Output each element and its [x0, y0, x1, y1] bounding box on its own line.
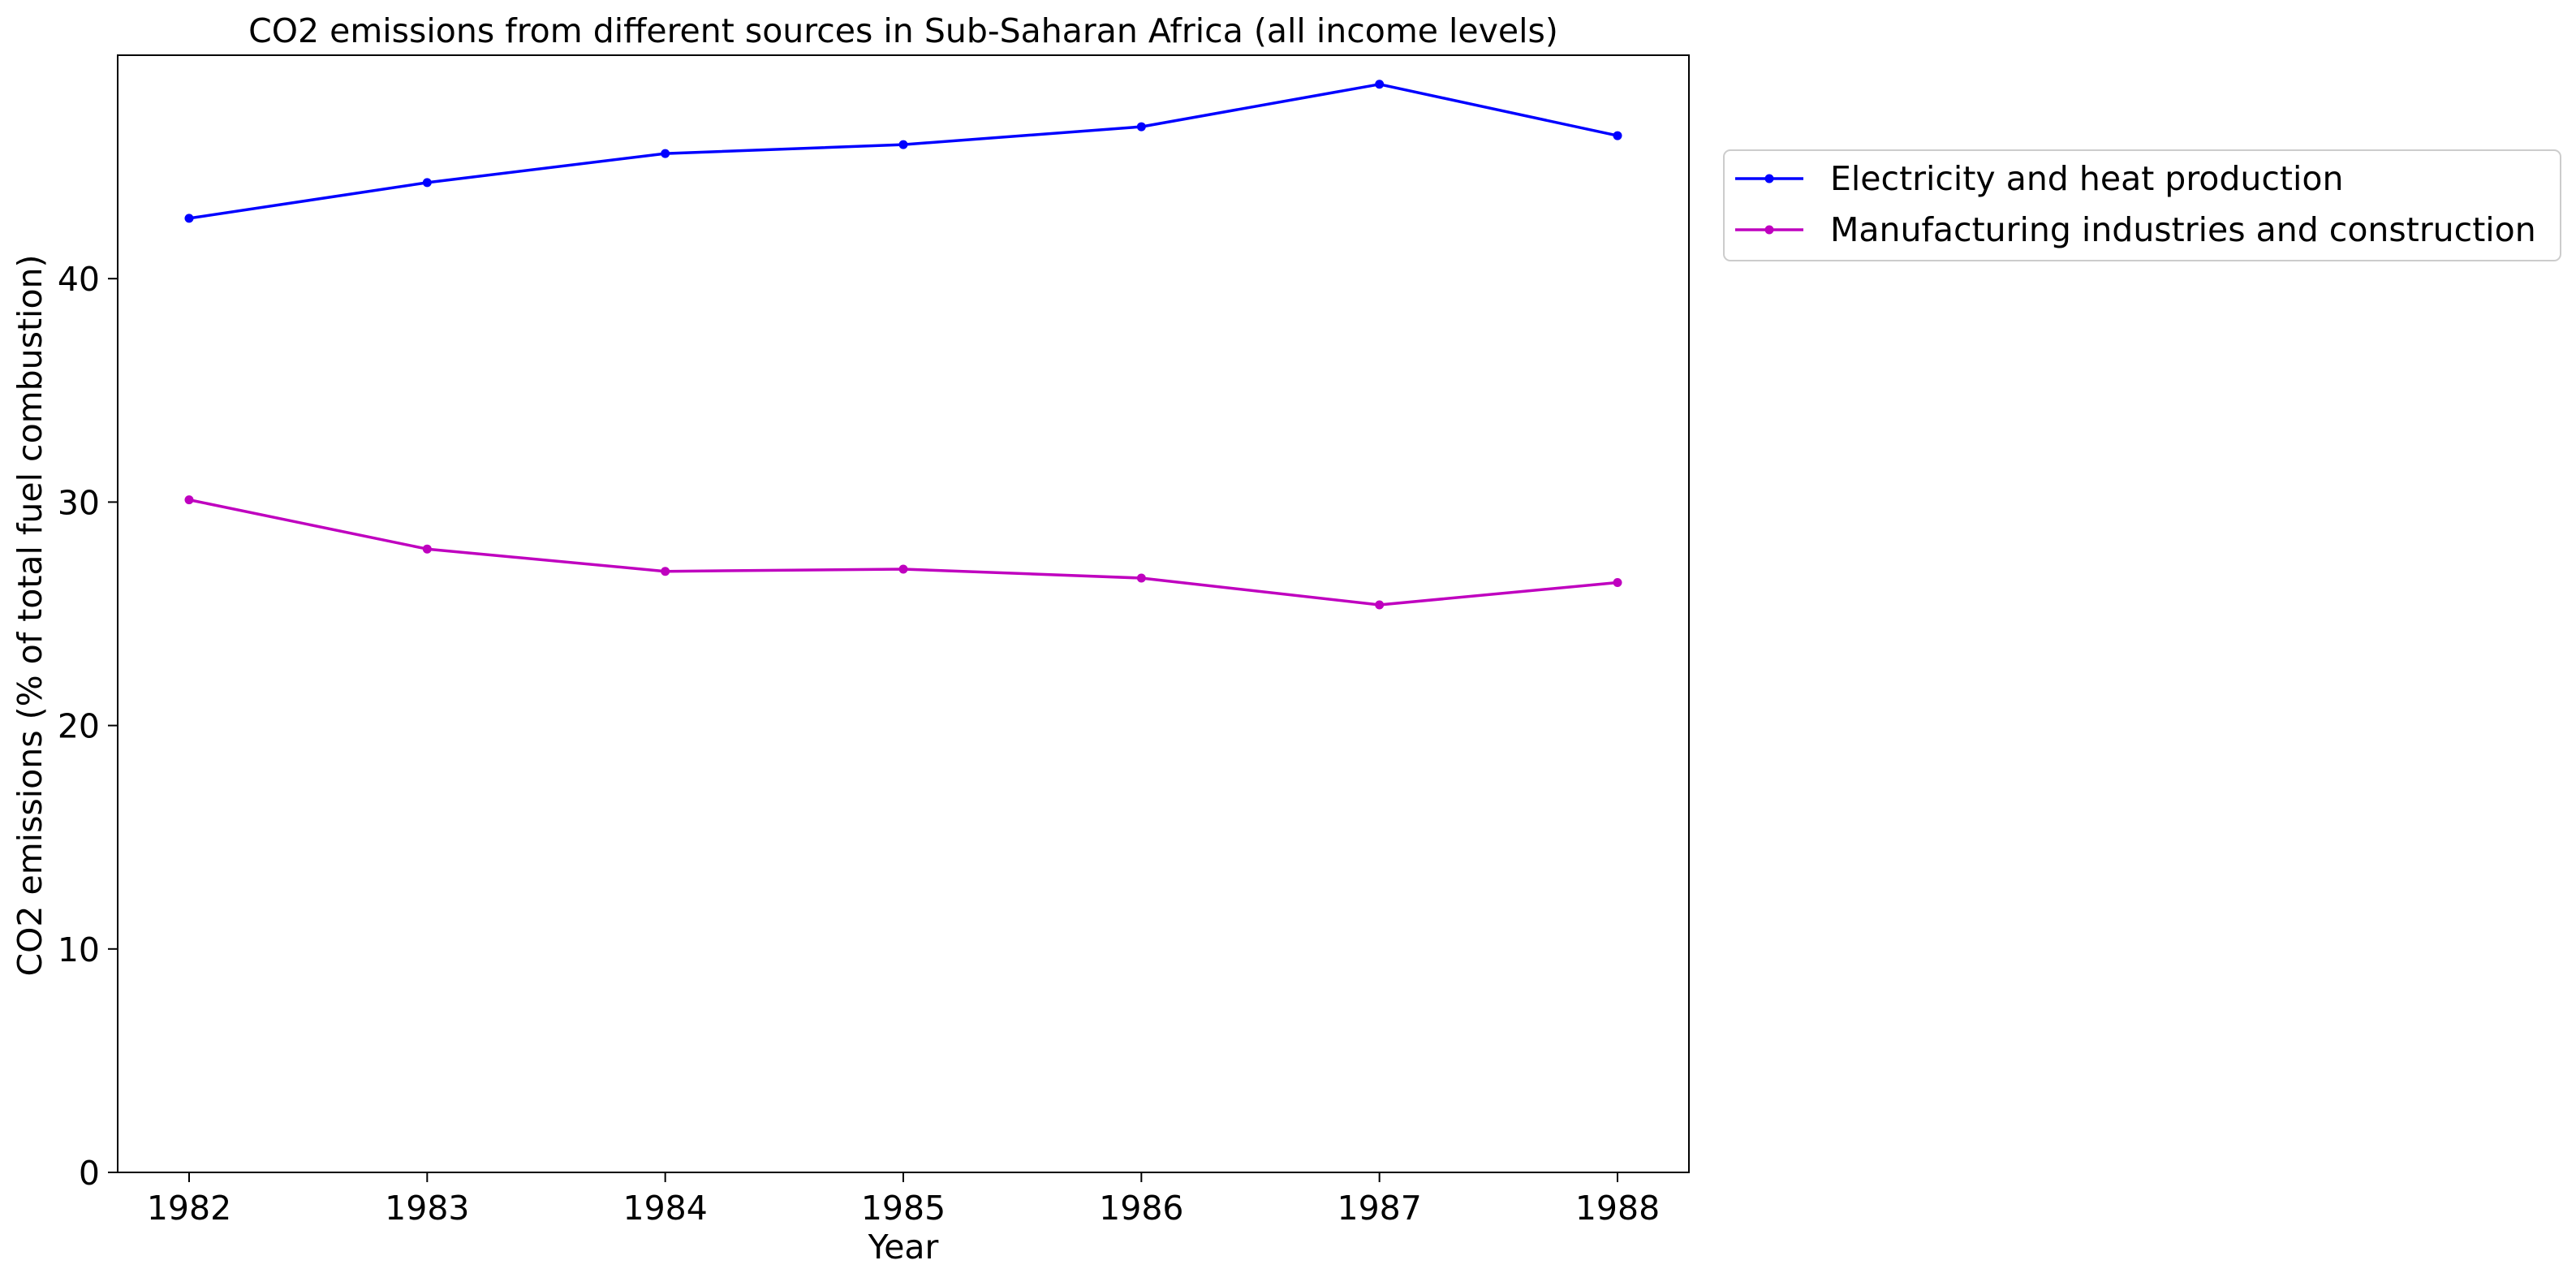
legend-label-2: Manufacturing industries and constructio… — [1830, 210, 2536, 249]
chart-title: CO2 emissions from different sources in … — [248, 11, 1558, 50]
legend-marker-2 — [1764, 225, 1774, 235]
x-tick-label-1986: 1986 — [1099, 1189, 1183, 1228]
y-tick-label-30: 30 — [58, 483, 100, 522]
x-tick-label-1987: 1987 — [1337, 1189, 1421, 1228]
y-tick-label-0: 0 — [79, 1154, 100, 1193]
x-tick-label-1984: 1984 — [622, 1189, 707, 1228]
series-1-point-1985 — [898, 140, 908, 149]
x-tick-label-1988: 1988 — [1575, 1189, 1660, 1228]
legend: Electricity and heat production Manufactu… — [1723, 149, 2561, 261]
legend-box — [1723, 149, 2561, 261]
series-1-point-1986 — [1136, 122, 1146, 132]
series-2-point-1988 — [1613, 577, 1622, 587]
series-2-point-1984 — [661, 567, 670, 576]
y-axis-label: CO2 emissions (% of total fuel combustio… — [11, 254, 50, 976]
legend-label-1: Electricity and heat production — [1830, 159, 2343, 198]
series-2-point-1986 — [1136, 573, 1146, 583]
series-2-point-1987 — [1375, 600, 1385, 610]
series-1-point-1988 — [1613, 131, 1622, 140]
legend-marker-1 — [1764, 174, 1774, 183]
series-2-point-1985 — [898, 564, 908, 574]
series-1-point-1983 — [422, 178, 432, 188]
x-axis-label: Year — [868, 1228, 939, 1267]
series-1-point-1984 — [661, 149, 670, 158]
x-tick-label-1982: 1982 — [147, 1189, 231, 1228]
y-tick-label-40: 40 — [58, 260, 100, 299]
series-1-point-1982 — [184, 214, 194, 223]
plot-area: 1982 1983 1984 1985 1986 1987 1988 0 10 20 30 40 — [58, 54, 1690, 1228]
series-2-point-1983 — [422, 544, 432, 554]
series-1-point-1987 — [1375, 80, 1385, 89]
y-tick-label-20: 20 — [58, 707, 100, 746]
x-tick-label-1985: 1985 — [861, 1189, 946, 1228]
series-2-point-1982 — [184, 495, 194, 505]
y-tick-label-10: 10 — [58, 930, 100, 969]
x-tick-label-1983: 1983 — [385, 1189, 469, 1228]
